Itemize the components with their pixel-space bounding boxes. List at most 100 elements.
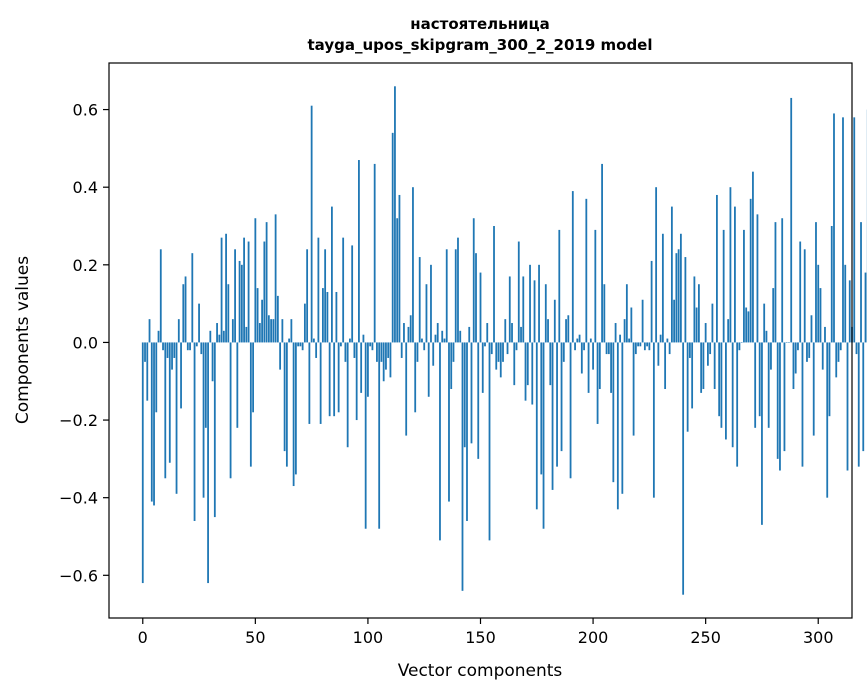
bar bbox=[862, 342, 865, 452]
bar bbox=[504, 319, 507, 343]
bar bbox=[466, 342, 468, 521]
bar bbox=[391, 132, 394, 343]
bar bbox=[186, 342, 189, 351]
bar bbox=[704, 323, 707, 343]
bar bbox=[659, 334, 662, 343]
bar bbox=[490, 342, 493, 355]
bar bbox=[157, 330, 160, 343]
bar bbox=[524, 342, 527, 401]
x-tick-label: 250 bbox=[690, 628, 721, 647]
bar bbox=[175, 342, 178, 494]
bar bbox=[846, 342, 849, 471]
bar bbox=[788, 342, 790, 343]
bar bbox=[628, 338, 630, 343]
x-tick-label: 100 bbox=[353, 628, 384, 647]
bar bbox=[677, 249, 680, 343]
bar bbox=[301, 342, 304, 351]
bar bbox=[459, 330, 462, 343]
bar bbox=[637, 342, 640, 347]
bar bbox=[560, 342, 563, 452]
bar bbox=[675, 253, 678, 343]
bar bbox=[630, 307, 633, 343]
bar bbox=[358, 160, 360, 343]
bar bbox=[765, 330, 768, 343]
bar bbox=[274, 214, 277, 343]
bar bbox=[526, 342, 529, 386]
bar bbox=[571, 191, 574, 343]
bar bbox=[310, 105, 313, 343]
bar bbox=[619, 334, 621, 343]
bar bbox=[770, 342, 772, 370]
bar bbox=[371, 342, 374, 351]
bar bbox=[567, 315, 570, 343]
bar bbox=[520, 326, 522, 343]
bar bbox=[254, 218, 257, 343]
bar bbox=[362, 334, 365, 343]
bar bbox=[589, 338, 592, 343]
bar bbox=[493, 226, 495, 343]
bar bbox=[522, 276, 525, 343]
bar bbox=[673, 299, 676, 343]
bar bbox=[315, 342, 318, 358]
bar bbox=[328, 342, 331, 417]
bar bbox=[693, 276, 696, 343]
bar bbox=[549, 342, 552, 386]
bar bbox=[385, 342, 387, 370]
bar bbox=[263, 241, 266, 343]
bar bbox=[195, 342, 198, 347]
bar bbox=[308, 342, 311, 424]
bar bbox=[688, 342, 691, 358]
bar bbox=[666, 338, 669, 343]
bar bbox=[695, 307, 698, 343]
bar bbox=[337, 342, 340, 413]
bar bbox=[641, 299, 644, 343]
bar bbox=[342, 237, 345, 343]
bar bbox=[236, 342, 239, 428]
bar bbox=[202, 342, 205, 498]
bar bbox=[668, 342, 671, 355]
bar bbox=[756, 214, 759, 343]
y-tick-label: 0.4 bbox=[73, 178, 98, 197]
bar bbox=[376, 342, 378, 362]
bar bbox=[445, 249, 448, 343]
bar bbox=[740, 342, 743, 343]
bar bbox=[616, 342, 619, 510]
bar bbox=[515, 342, 518, 351]
bar bbox=[812, 342, 815, 436]
bar bbox=[405, 342, 408, 436]
bar bbox=[848, 280, 851, 343]
bar bbox=[684, 257, 687, 343]
bar bbox=[774, 222, 777, 343]
bar bbox=[801, 342, 804, 467]
bar bbox=[607, 342, 610, 355]
bar bbox=[396, 218, 399, 343]
bar bbox=[182, 284, 185, 343]
bar bbox=[511, 323, 513, 343]
bar bbox=[213, 342, 216, 518]
bar bbox=[360, 342, 363, 393]
bar bbox=[824, 326, 826, 343]
bar bbox=[171, 342, 173, 370]
x-tick-label: 150 bbox=[465, 628, 496, 647]
bar bbox=[725, 342, 727, 440]
bar bbox=[776, 342, 779, 459]
bar bbox=[621, 342, 624, 494]
bar bbox=[540, 342, 543, 475]
bar bbox=[529, 264, 531, 343]
x-axis-label: Vector components bbox=[398, 661, 563, 681]
bar bbox=[331, 206, 333, 343]
bar bbox=[387, 342, 390, 358]
bar bbox=[761, 342, 763, 525]
bar bbox=[772, 288, 775, 343]
bar bbox=[373, 163, 376, 343]
bar bbox=[652, 342, 655, 498]
bar bbox=[317, 237, 320, 343]
bar bbox=[477, 342, 480, 459]
bar bbox=[481, 342, 484, 393]
bar bbox=[272, 319, 275, 343]
y-tick-label: −0.4 bbox=[59, 489, 98, 508]
bar bbox=[461, 342, 464, 591]
y-tick-label: 0.6 bbox=[73, 101, 98, 120]
bar bbox=[596, 342, 599, 424]
bar bbox=[738, 342, 741, 351]
